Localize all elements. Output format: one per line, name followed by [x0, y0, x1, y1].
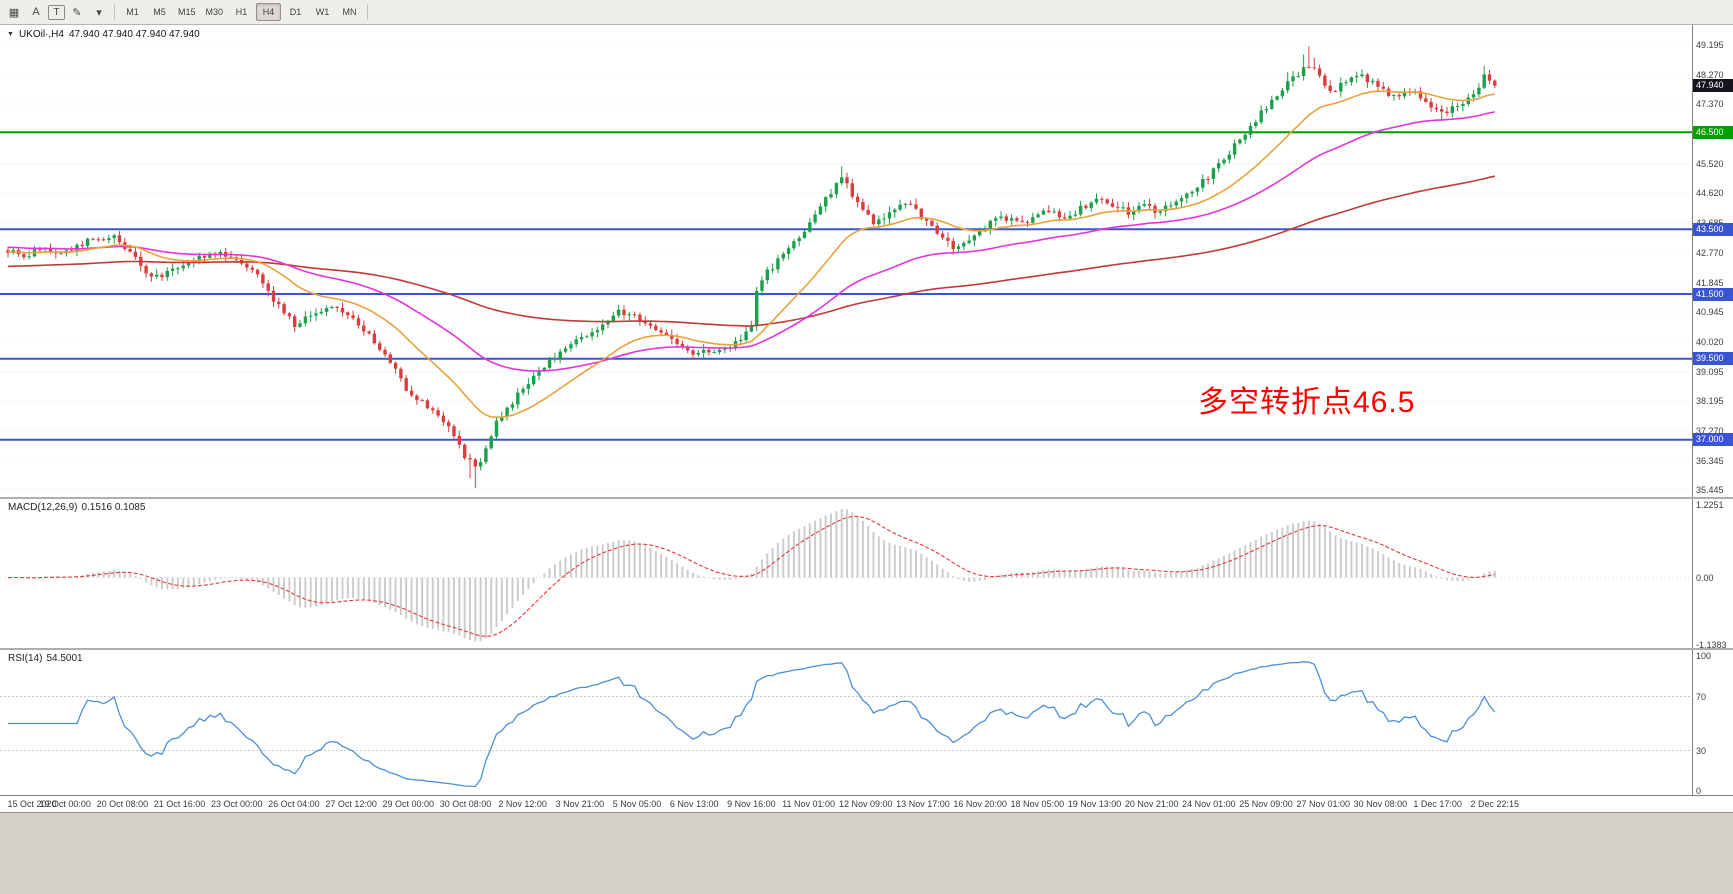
chart-canvas[interactable]: [0, 25, 1692, 795]
time-axis-label: 2 Dec 22:15: [1470, 799, 1520, 809]
toolbar-separator: [114, 4, 115, 20]
rsi-indicator-label: RSI(14) 54.5001: [8, 653, 87, 664]
timeframe-button-m5[interactable]: M5: [153, 7, 166, 17]
price-scale-label: 39.095: [1696, 366, 1724, 377]
timeframe-button-group: M1 M5 M15 M30 H1 H4 D1 W1 MN: [119, 0, 363, 24]
price-scale-label: 45.520: [1696, 158, 1724, 169]
draw-tools-icon[interactable]: ✎: [72, 6, 82, 19]
price-scale-label: 48.270: [1696, 69, 1724, 80]
draw-tools-caret-icon[interactable]: ▾: [96, 6, 102, 19]
chart-area: ▼ UKOil·,H4 47.940 47.940 47.940 47.940 …: [0, 25, 1733, 812]
macd-values: 0.1516 0.1085: [81, 502, 146, 513]
current-price-tag: 47.940: [1693, 79, 1733, 93]
toolbar-icon-group: ▦ A T ✎ ▾: [3, 0, 110, 24]
time-axis-label: 3 Nov 21:00: [555, 799, 605, 809]
time-axis-label: 21 Oct 16:00: [153, 799, 206, 809]
rsi-scale-label: 100: [1696, 651, 1712, 661]
rsi-scale-label: 70: [1696, 691, 1707, 702]
price-scale-label: 36.345: [1696, 455, 1724, 466]
time-axis-label: 29 Oct 00:00: [382, 799, 435, 809]
text-label-icon[interactable]: A: [32, 6, 40, 18]
time-axis-label: 5 Nov 05:00: [612, 799, 662, 809]
timeframe-button-w1[interactable]: W1: [315, 7, 330, 17]
symbol-name: UKOil·,H4: [18, 29, 64, 40]
symbol-info: ▼ UKOil·,H4 47.940 47.940 47.940 47.940: [7, 29, 200, 40]
macd-name: MACD(12,26,9): [8, 502, 78, 513]
time-axis-label: 12 Nov 09:00: [838, 799, 893, 809]
time-axis-label: 20 Nov 21:00: [1124, 799, 1179, 809]
price-scale-label: 40.945: [1696, 307, 1724, 317]
time-axis-label: 13 Nov 17:00: [896, 799, 950, 809]
pane-splitter[interactable]: [0, 648, 1733, 650]
time-axis-label: 24 Nov 01:00: [1182, 799, 1236, 809]
time-axis-label: 19 Oct 00:00: [39, 799, 91, 809]
timeframe-button-mn[interactable]: MN: [342, 7, 357, 17]
price-scale-label: 44.620: [1696, 188, 1724, 199]
time-axis-label: 30 Nov 08:00: [1353, 799, 1408, 809]
toolbar: ▦ A T ✎ ▾ M1 M5 M15 M30 H1 H4 D1 W1 MN: [0, 0, 1733, 25]
time-axis-label: 6 Nov 13:00: [669, 799, 719, 809]
level-tag-43500: 43.500: [1693, 222, 1733, 236]
timeframe-button-h1[interactable]: H1: [235, 7, 248, 17]
time-axis-label: 9 Nov 16:00: [727, 799, 776, 809]
time-axis-label: 27 Nov 01:00: [1296, 799, 1351, 809]
timeframe-button-m15[interactable]: M15: [178, 7, 196, 17]
level-tag-46500: 46.500: [1693, 125, 1733, 139]
time-axis-label: 11 Nov 01:00: [782, 799, 836, 809]
price-scale-label: 35.445: [1696, 485, 1724, 495]
macd-scale-label: 0.00: [1696, 572, 1714, 583]
symbol-ohlc: 47.940 47.940 47.940 47.940: [68, 29, 200, 40]
chart-annotation-text: 多空转折点46.5: [1198, 386, 1416, 419]
time-axis-label: 2 Nov 12:00: [498, 799, 547, 809]
price-scale-label: 40.020: [1696, 336, 1724, 347]
time-axis-label: 15 Oct 2020: [7, 799, 57, 809]
window-background: [0, 812, 1733, 894]
chart-list-icon[interactable]: ▦: [8, 6, 20, 19]
price-scale-label: 41.845: [1696, 277, 1724, 288]
time-axis-label: 27 Oct 12:00: [325, 799, 377, 809]
toolbar-separator: [367, 4, 369, 20]
price-scale-label: 49.195: [1696, 40, 1724, 50]
timeframe-button-h4[interactable]: H4: [256, 3, 282, 21]
macd-scale-label: 1.2251: [1696, 500, 1724, 510]
timeframe-button-m1[interactable]: M1: [126, 7, 139, 17]
timeframe-button-m30[interactable]: M30: [205, 7, 224, 17]
rsi-scale-label: 30: [1696, 745, 1707, 756]
rsi-name: RSI(14): [8, 653, 43, 664]
level-tag-41500: 41.500: [1693, 287, 1733, 301]
timeframe-button-d1[interactable]: D1: [289, 7, 302, 17]
macd-indicator-label: MACD(12,26,9) 0.1516 0.1085: [8, 502, 149, 513]
rsi-scale-label: 0: [1696, 786, 1702, 796]
macd-scale-label: -1.1383: [1696, 640, 1727, 650]
price-scale-label: 38.195: [1696, 396, 1724, 406]
time-axis-label: 26 Oct 04:00: [268, 799, 320, 809]
symbol-marker-icon: ▼: [7, 31, 14, 38]
level-tag-37000: 37.000: [1693, 433, 1733, 447]
time-axis-label: 18 Nov 05:00: [1010, 799, 1065, 809]
level-tag-39500: 39.500: [1693, 352, 1733, 366]
price-scale-label: 37.270: [1696, 425, 1724, 436]
time-axis-label: 16 Nov 20:00: [953, 799, 1007, 809]
rsi-value: 54.5001: [46, 653, 83, 664]
time-axis: 15 Oct 2020 19 Oct 00:00 20 Oct 08:00 21 Oc…: [0, 795, 1733, 812]
time-axis-label: 20 Oct 08:00: [96, 799, 149, 809]
time-axis-label: 1 Dec 17:00: [1413, 799, 1462, 809]
time-axis-label: 19 Nov 13:00: [1067, 799, 1122, 809]
price-scale: 49.19548.27047.37045.52044.62043.68542.7…: [1692, 25, 1733, 796]
time-axis-label: 30 Oct 08:00: [439, 799, 492, 809]
text-box-icon[interactable]: T: [48, 4, 65, 20]
price-scale-label: 42.770: [1696, 247, 1724, 258]
time-axis-label: 23 Oct 00:00: [210, 799, 263, 809]
pane-splitter[interactable]: [0, 497, 1733, 499]
price-scale-label: 47.370: [1696, 99, 1724, 110]
time-axis-label: 25 Nov 09:00: [1239, 799, 1293, 809]
